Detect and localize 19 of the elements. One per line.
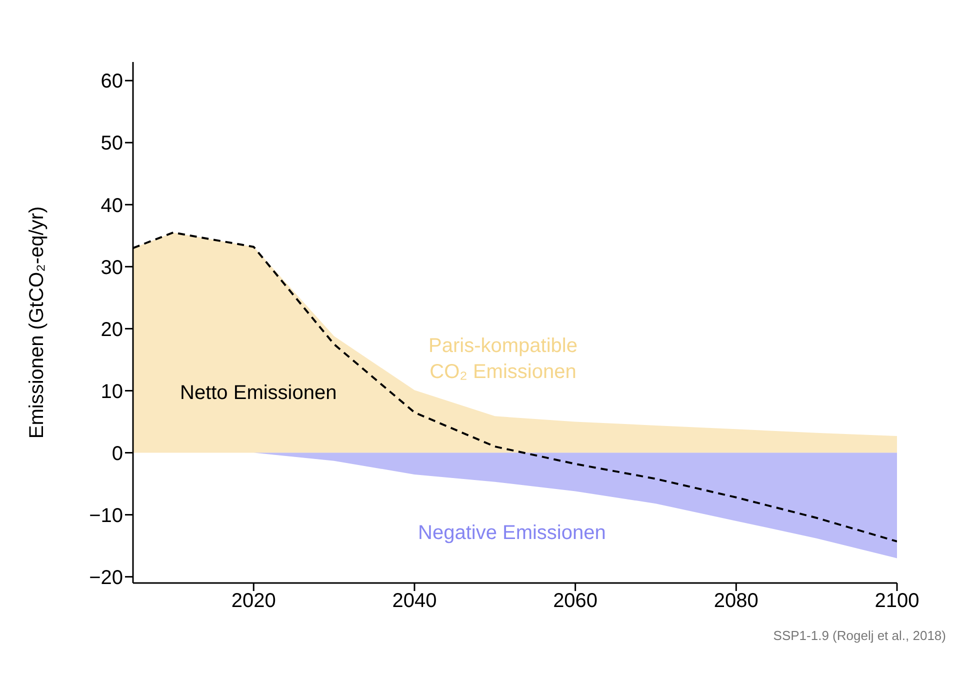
y-tick-label: 0 bbox=[112, 442, 123, 465]
y-tick-label: 40 bbox=[100, 194, 123, 217]
y-tick-label: 20 bbox=[100, 318, 123, 341]
x-tick-label: 2040 bbox=[392, 590, 437, 612]
x-tick-label: 2060 bbox=[553, 590, 598, 612]
x-tick-label: 2100 bbox=[874, 590, 920, 612]
x-tick-label: 2020 bbox=[231, 590, 276, 612]
x-tick-label: 2080 bbox=[714, 590, 758, 612]
text: SSP1-1.9 (Rogelj et al., 2018) bbox=[773, 628, 946, 643]
series-label: Netto Emissionen bbox=[180, 381, 338, 406]
y-tick-label: 30 bbox=[100, 256, 123, 279]
y-tick-label: 10 bbox=[100, 380, 123, 403]
y-tick-label: 60 bbox=[100, 70, 123, 93]
series-label: Paris-kompatible CO₂ Emissionen bbox=[428, 334, 578, 385]
y-tick-label: 50 bbox=[100, 132, 123, 155]
series-label: Negative Emissionen bbox=[418, 521, 607, 546]
y-tick-label: −20 bbox=[89, 566, 123, 589]
y-tick-label: −10 bbox=[89, 504, 123, 527]
y-axis-title: Emissionen (GtCO₂-eq/yr) bbox=[26, 206, 48, 439]
